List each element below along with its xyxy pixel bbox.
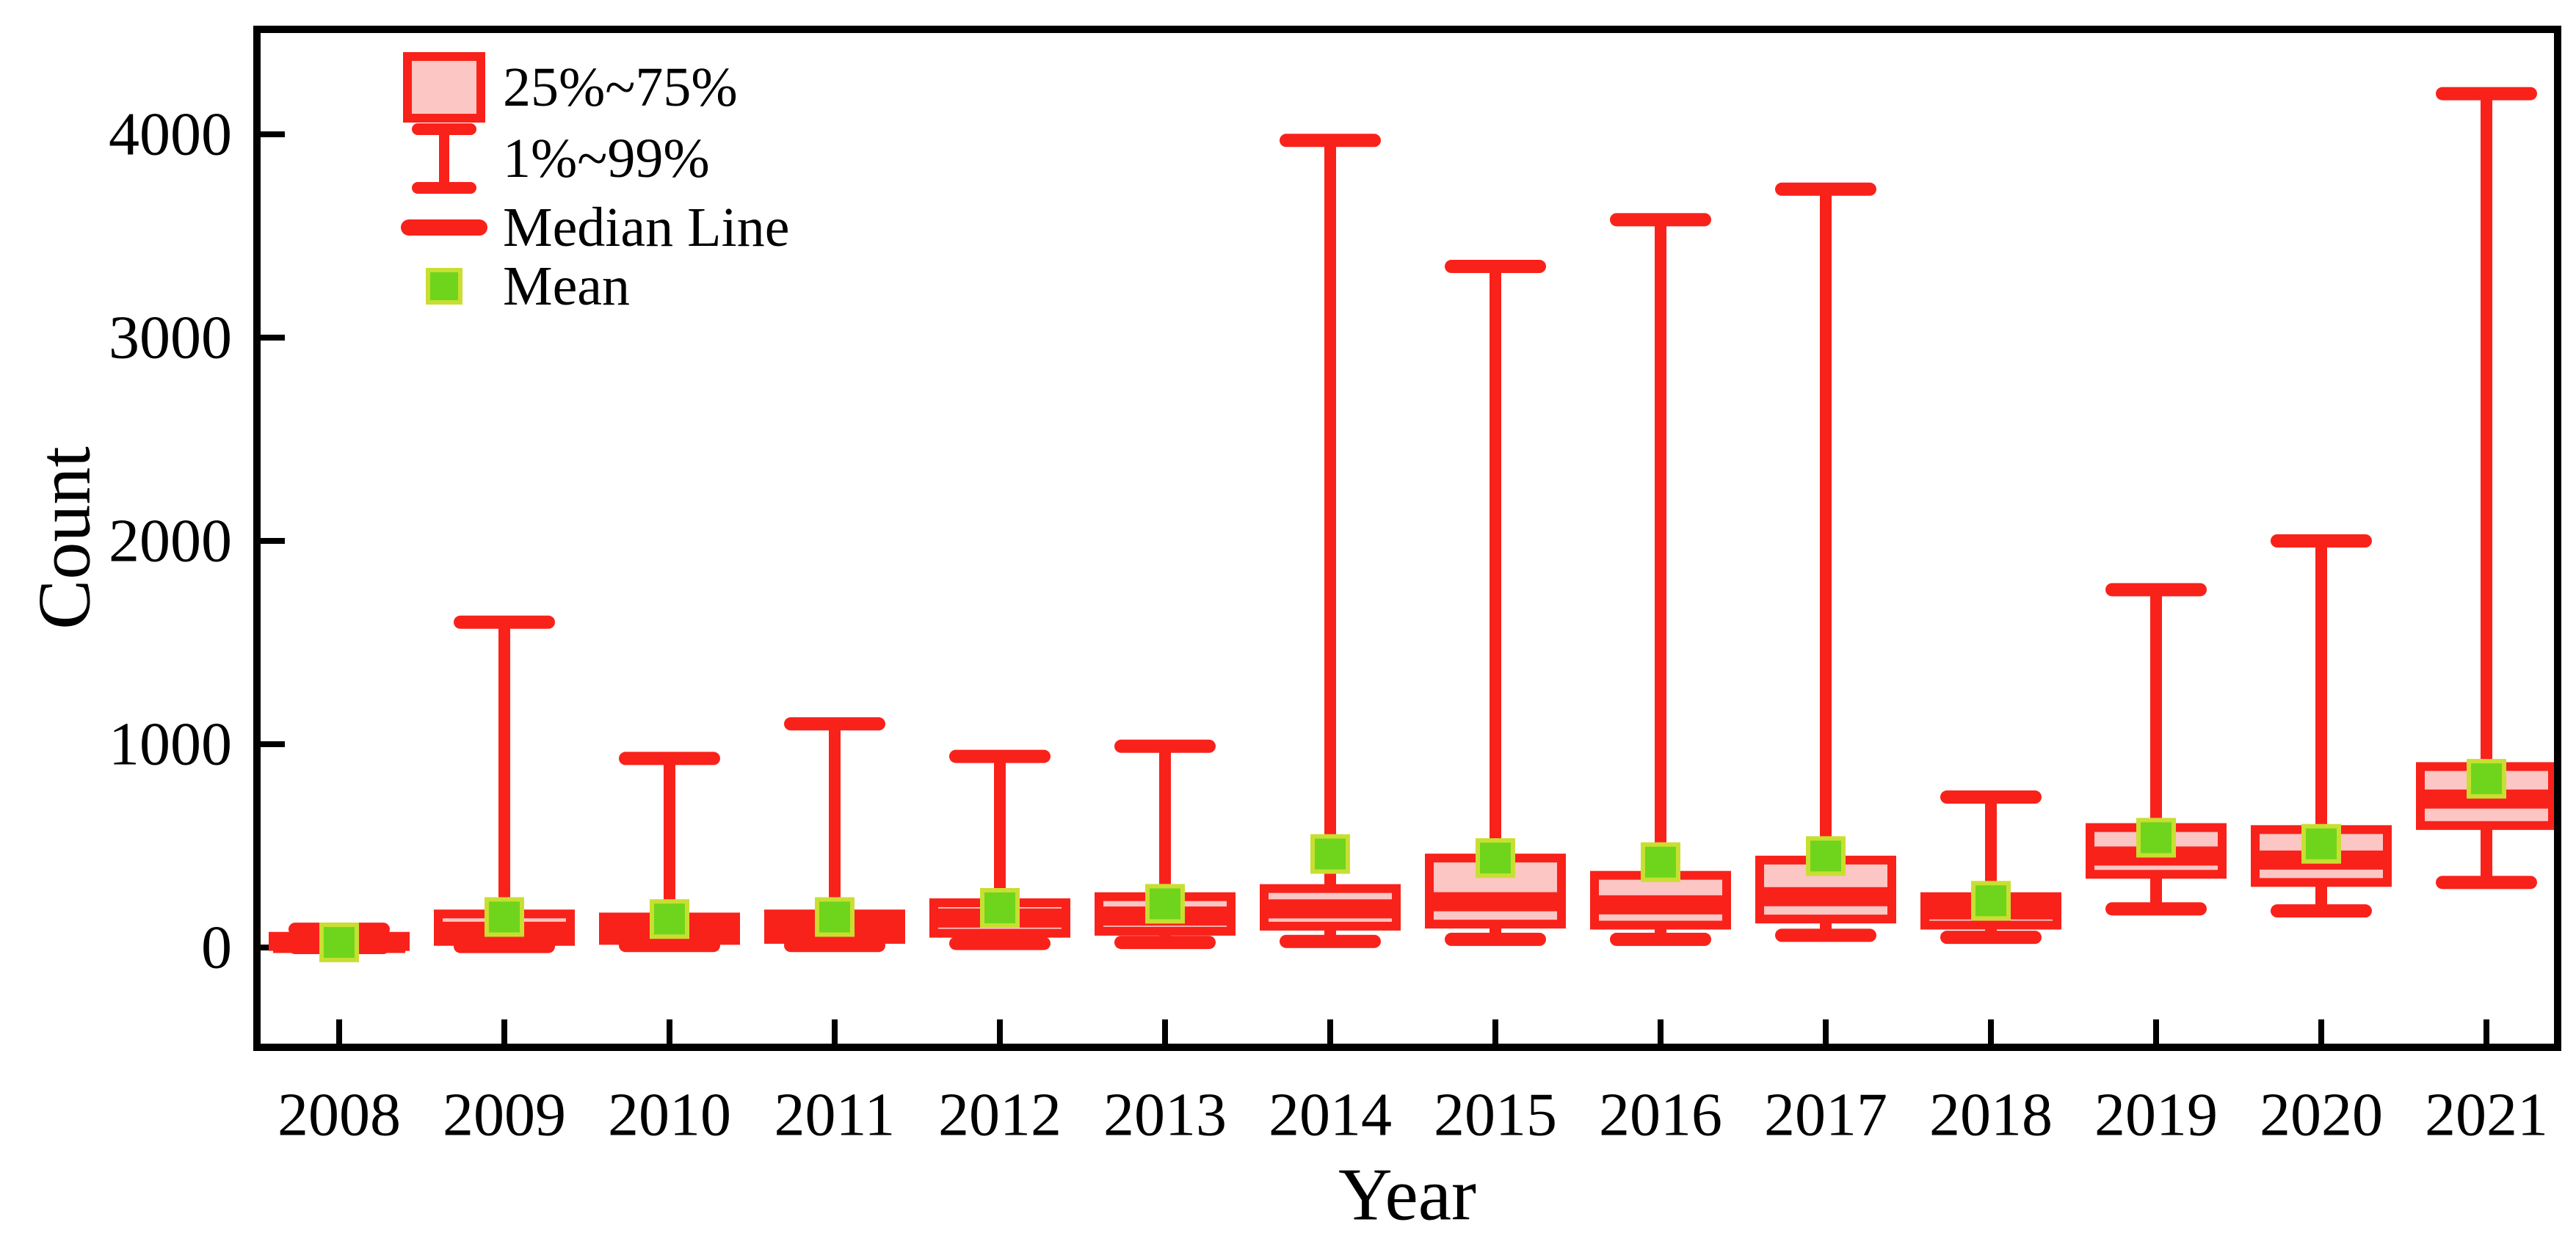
box-2019	[2086, 583, 2227, 916]
box-2009	[434, 615, 575, 953]
y-tick-label-4000: 4000	[109, 101, 232, 169]
x-tick-label-2019: 2019	[2094, 1081, 2218, 1149]
legend-mean-symbol	[426, 268, 462, 305]
box-2016	[1590, 213, 1731, 946]
mean-marker-2021	[2467, 759, 2506, 799]
mean-marker-2016	[1641, 842, 1680, 882]
mean-marker-2015	[1476, 838, 1515, 879]
box-2014	[1260, 134, 1401, 948]
mean-marker-2012	[980, 887, 1020, 928]
x-tick-label-2009: 2009	[443, 1081, 566, 1149]
legend: 25%~75% 1%~99% Median Line Mean	[401, 52, 789, 317]
x-tick-label-2017: 2017	[1764, 1081, 1887, 1149]
x-tick-label-2010: 2010	[608, 1081, 731, 1149]
mean-marker-2019	[2136, 818, 2176, 858]
plot-layer: 0 1000 2000 3000 4000 2008 2009 2010 2011 2012 201…	[109, 26, 2561, 1149]
y-tick-label-3000: 3000	[109, 304, 232, 372]
box-2012	[929, 749, 1070, 950]
box-2010	[599, 752, 740, 953]
box-2017	[1755, 182, 1896, 942]
legend-label-mean: Mean	[503, 255, 630, 317]
box-2020	[2251, 534, 2392, 918]
legend-symbols	[401, 52, 487, 305]
x-tick-label-2020: 2020	[2260, 1081, 2383, 1149]
mean-marker-2014	[1310, 834, 1350, 874]
y-tick-label-1000: 1000	[109, 710, 232, 779]
y-tick-label-0: 0	[201, 914, 232, 982]
plot-frame	[253, 26, 2561, 1051]
legend-label-whisker: 1%~99%	[503, 128, 710, 189]
mean-marker-2020	[2301, 823, 2341, 864]
x-tick-label-2013: 2013	[1103, 1081, 1227, 1149]
box-2013	[1095, 739, 1236, 950]
x-axis-title: Year	[1338, 1154, 1476, 1233]
y-axis-title: Count	[23, 446, 106, 629]
mean-marker-2011	[815, 897, 855, 937]
mean-marker-2008	[319, 923, 359, 963]
legend-box-symbol	[403, 52, 485, 123]
mean-marker-2009	[485, 897, 524, 937]
x-tick-label-2015: 2015	[1434, 1081, 1557, 1149]
x-tick-label-2021: 2021	[2425, 1081, 2548, 1149]
x-tick-label-2011: 2011	[774, 1081, 896, 1149]
x-tick-label-2016: 2016	[1599, 1081, 1722, 1149]
mean-marker-2018	[1971, 881, 2011, 921]
box-2018	[1920, 790, 2061, 945]
box-2011	[764, 717, 905, 953]
box-2021	[2416, 87, 2557, 890]
box-2008	[269, 923, 410, 963]
mean-marker-2010	[650, 899, 689, 939]
legend-label-box: 25%~75%	[503, 57, 738, 118]
box-2015	[1425, 260, 1566, 946]
x-tick-label-2018: 2018	[1929, 1081, 2053, 1149]
x-tick-label-2012: 2012	[938, 1081, 1062, 1149]
legend-label-median: Median Line	[503, 197, 789, 258]
mean-marker-2017	[1806, 836, 1846, 876]
x-tick-label-2008: 2008	[277, 1081, 401, 1149]
mean-marker-2013	[1145, 884, 1185, 924]
y-tick-label-2000: 2000	[109, 507, 232, 575]
x-tick-label-2014: 2014	[1269, 1081, 1392, 1149]
